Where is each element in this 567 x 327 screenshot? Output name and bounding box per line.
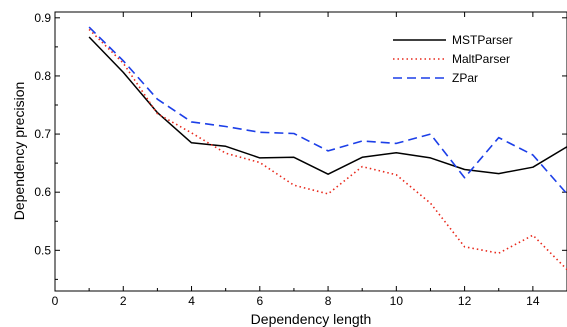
y-tick-label: 0.5: [34, 243, 51, 257]
y-axis-ticks: 0.5 0.6 0.7 0.8 0.9: [34, 11, 567, 280]
x-tick-label: 2: [120, 294, 127, 308]
x-tick-label: 14: [526, 294, 540, 308]
x-tick-label: 10: [390, 294, 404, 308]
plot-area: [54, 11, 567, 292]
series-line-mstparser: [88, 36, 567, 175]
x-tick-label: 12: [458, 294, 472, 308]
legend: MSTParser MaltParser ZPar: [393, 33, 513, 85]
legend-label-maltparser: MaltParser: [452, 52, 510, 66]
series-line-zpar: [88, 26, 567, 195]
series-line-maltparser: [88, 28, 567, 271]
x-tick-label: 8: [325, 294, 332, 308]
legend-label-mstparser: MSTParser: [452, 33, 513, 47]
y-tick-label: 0.6: [34, 185, 51, 199]
y-tick-label: 0.8: [34, 69, 51, 83]
x-tick-label: 0: [52, 294, 59, 308]
x-axis-label: Dependency length: [251, 311, 372, 327]
series-lines: [88, 26, 567, 271]
y-tick-label: 0.7: [34, 127, 51, 141]
legend-label-zpar: ZPar: [452, 71, 478, 85]
x-tick-label: 6: [256, 294, 263, 308]
y-axis-label: Dependency precision: [11, 82, 27, 221]
x-tick-label: 4: [188, 294, 195, 308]
x-axis-ticks: 0 2 4 6 8 10 12 14: [52, 12, 567, 308]
y-tick-label: 0.9: [34, 11, 51, 25]
